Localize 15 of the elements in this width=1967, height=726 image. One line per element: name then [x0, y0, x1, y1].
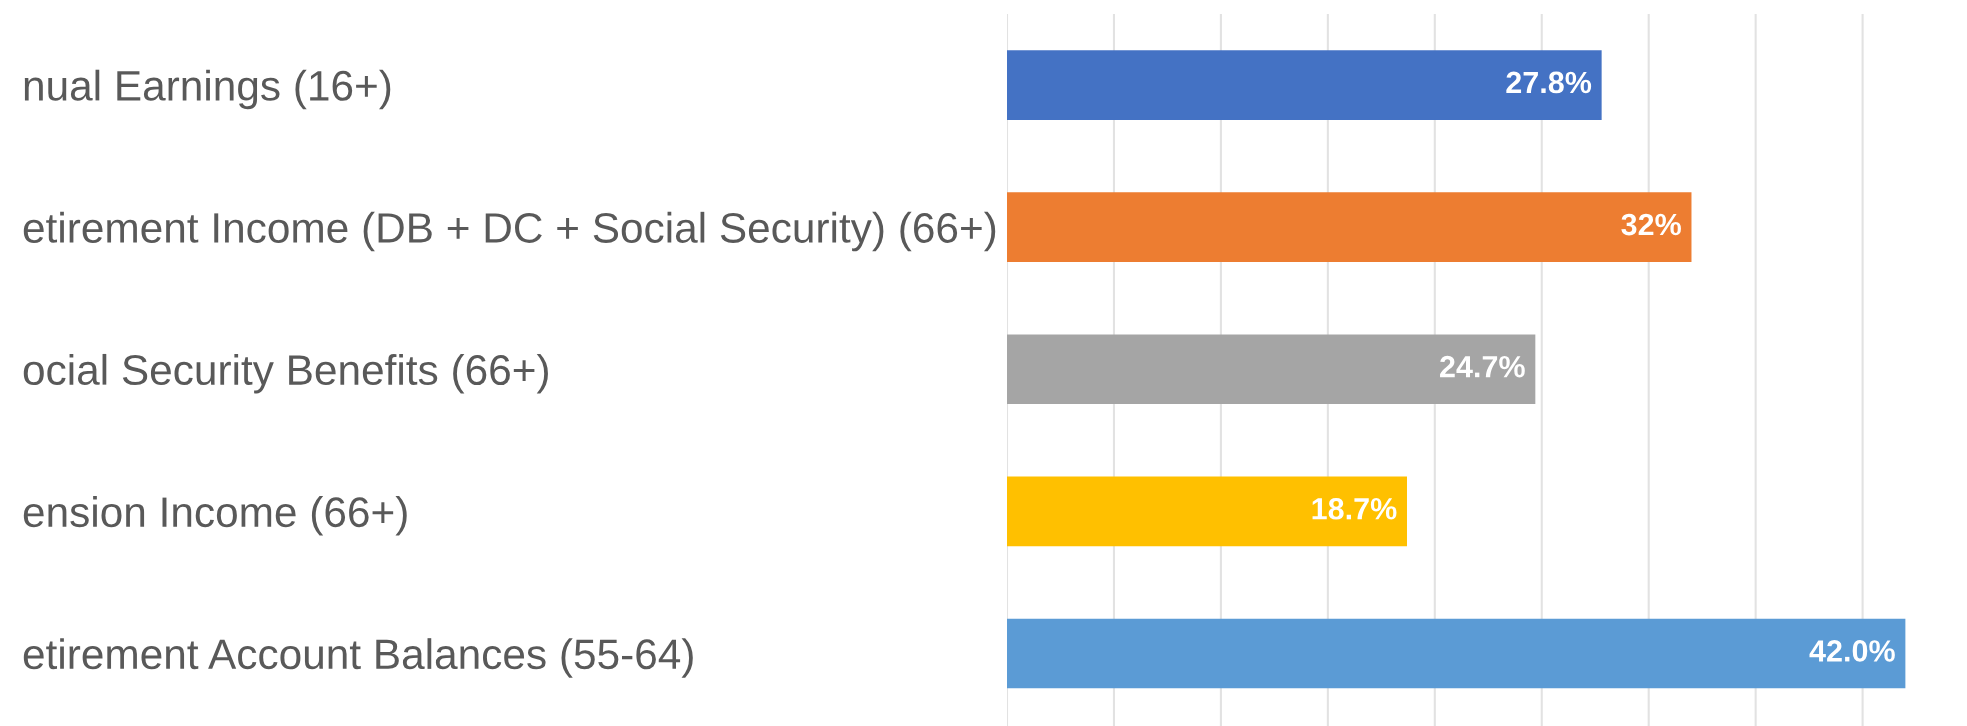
bar — [1007, 618, 1906, 689]
y-tick-label: etirement Income (DB + DC + Social Security) (66+) — [23, 211, 996, 252]
bar — [1007, 334, 1536, 405]
data-label: 18.7% — [1312, 497, 1397, 520]
data-label: 32% — [1621, 213, 1681, 236]
data-label: 42.0% — [1809, 640, 1895, 662]
bar — [1007, 192, 1692, 262]
y-tick-label: ension Income (66+) — [23, 496, 407, 536]
data-label: 24.7% — [1440, 355, 1525, 378]
y-tick-label: ocial Security Benefits (66+) — [23, 353, 548, 394]
y-tick-label: etirement Account Balances (55-64) — [23, 638, 693, 678]
data-label: 27.8% — [1506, 71, 1592, 94]
bar — [1007, 50, 1602, 120]
y-tick-label: nual Earnings (16+) — [24, 69, 391, 110]
bar — [1007, 476, 1407, 547]
